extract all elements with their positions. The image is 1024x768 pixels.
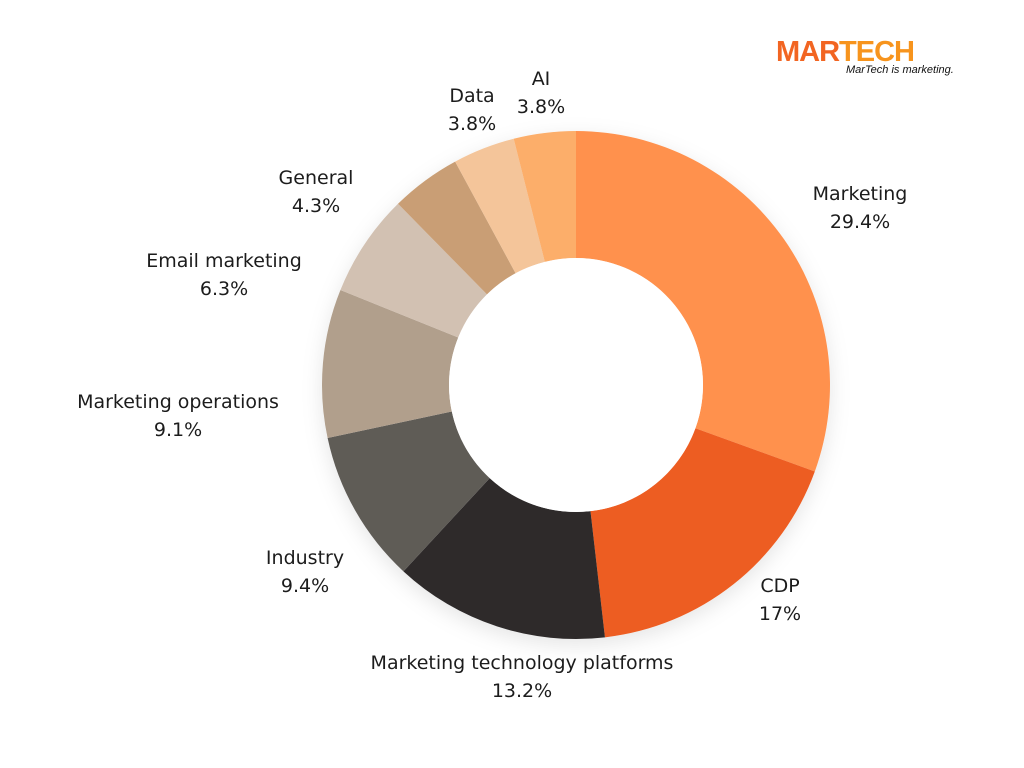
slice-general [398, 161, 516, 295]
slice-label-value: 6.3% [199, 278, 249, 300]
logo-wordmark-part2: TECH [839, 36, 915, 68]
slice-label-value: 3.8% [516, 96, 566, 118]
slice-label-name: Email marketing [146, 250, 302, 272]
slice-cdp [590, 428, 815, 638]
slice-label-name: Marketing [812, 183, 908, 205]
slice-label-value: 9.1% [153, 419, 203, 441]
martech-logo: MARTECH MarTech is marketing. [776, 38, 976, 82]
slice-label-value: 13.2% [491, 680, 553, 702]
logo-wordmark-part1: MAR [776, 36, 840, 68]
slice-label-name: AI [531, 68, 551, 90]
slice-label-name: Data [449, 85, 495, 107]
logo-wordmark: MARTECH [776, 36, 976, 68]
slice-label-value: 4.3% [291, 195, 341, 217]
slice-label-name: Industry [265, 547, 345, 569]
slice-email-marketing [340, 203, 488, 338]
slice-label-name: Marketing operations [77, 391, 279, 413]
slice-label-name: Marketing technology platforms [370, 652, 674, 674]
slice-ai [513, 131, 576, 262]
slice-label-value: 17% [758, 603, 802, 625]
slice-label-value: 9.4% [280, 575, 330, 597]
slice-label-marketing-operations: Marketing operations 9.1% [77, 388, 279, 444]
donut-slices [322, 131, 830, 639]
slice-label-value: 29.4% [829, 211, 891, 233]
slice-label-ai: AI 3.8% [517, 65, 565, 121]
slice-label-general: General 4.3% [279, 164, 354, 220]
slice-label-name: CDP [760, 575, 800, 597]
slice-marketing [576, 131, 830, 472]
slice-label-name: General [278, 167, 354, 189]
slice-label-data: Data 3.8% [448, 82, 496, 138]
slice-label-cdp: CDP 17% [759, 572, 801, 628]
slice-label-industry: Industry 9.4% [266, 544, 344, 600]
slice-industry [327, 411, 490, 572]
slice-marketing-technology-platforms [403, 478, 605, 639]
donut-hole [449, 258, 703, 512]
slice-marketing-operations [322, 290, 459, 439]
slice-label-marketing: Marketing 29.4% [813, 180, 908, 236]
slice-label-marketing-technology-platforms: Marketing technology platforms 13.2% [371, 649, 674, 705]
slice-label-email-marketing: Email marketing 6.3% [146, 247, 302, 303]
slice-data [455, 138, 545, 274]
slice-label-value: 3.8% [447, 113, 497, 135]
logo-tagline: MarTech is marketing. [846, 64, 954, 76]
